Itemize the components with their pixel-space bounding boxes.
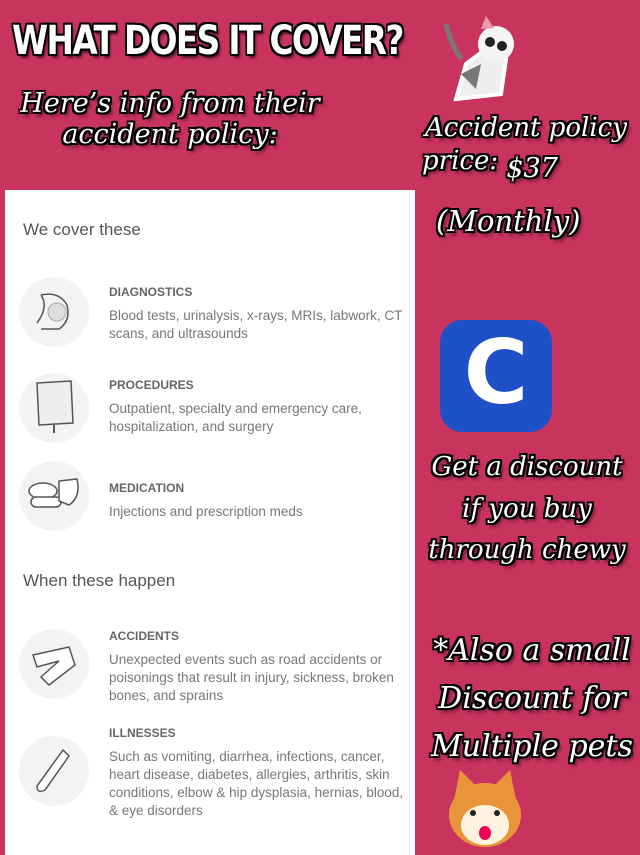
price-label: price:	[422, 146, 499, 176]
discount-text: Get a discount if you buy through chewy	[428, 452, 626, 566]
thermometer-icon	[19, 736, 89, 806]
item-desc: Unexpected events such as road accidents…	[109, 652, 394, 703]
item-desc: Blood tests, urinalysis, x-rays, MRIs, l…	[109, 308, 403, 341]
cat-sticker	[443, 16, 514, 102]
item-label: DIAGNOSTICS	[109, 285, 193, 299]
item-label: ILLNESSES	[109, 726, 176, 740]
price-heading: Accident policy	[425, 113, 627, 143]
price-period: (Monthly)	[436, 204, 581, 238]
item-label: ACCIDENTS	[109, 629, 180, 643]
item-label: MEDICATION	[109, 481, 185, 495]
item-desc: Injections and prescription meds	[109, 504, 303, 519]
page-title: WHAT DOES IT COVER?	[12, 18, 404, 64]
subtitle: Here’s info from their accident policy:	[20, 88, 320, 151]
pills-icon	[19, 461, 89, 531]
iv-bag-icon	[19, 373, 89, 443]
price-amount: $37	[506, 153, 558, 184]
multi-pet-text: *Also a small Discount for Multiple pets	[431, 633, 633, 764]
xray-icon	[19, 277, 89, 347]
price-line: price: $37	[422, 145, 558, 184]
item-desc: Such as vomiting, diarrhea, infections, …	[109, 749, 404, 818]
chewy-logo-icon: C	[440, 320, 552, 432]
item-label: PROCEDURES	[109, 378, 194, 392]
bandage-icon	[19, 629, 89, 699]
item-desc: Outpatient, specialty and emergency care…	[109, 401, 362, 434]
coverage-card: We cover these DIAGNOSTICS Blood tests, …	[5, 190, 415, 855]
chewy-logo-letter: C	[463, 321, 529, 424]
shiba-dog-sticker	[449, 770, 521, 847]
cover-heading: We cover these	[23, 220, 141, 239]
happen-heading: When these happen	[23, 571, 176, 590]
